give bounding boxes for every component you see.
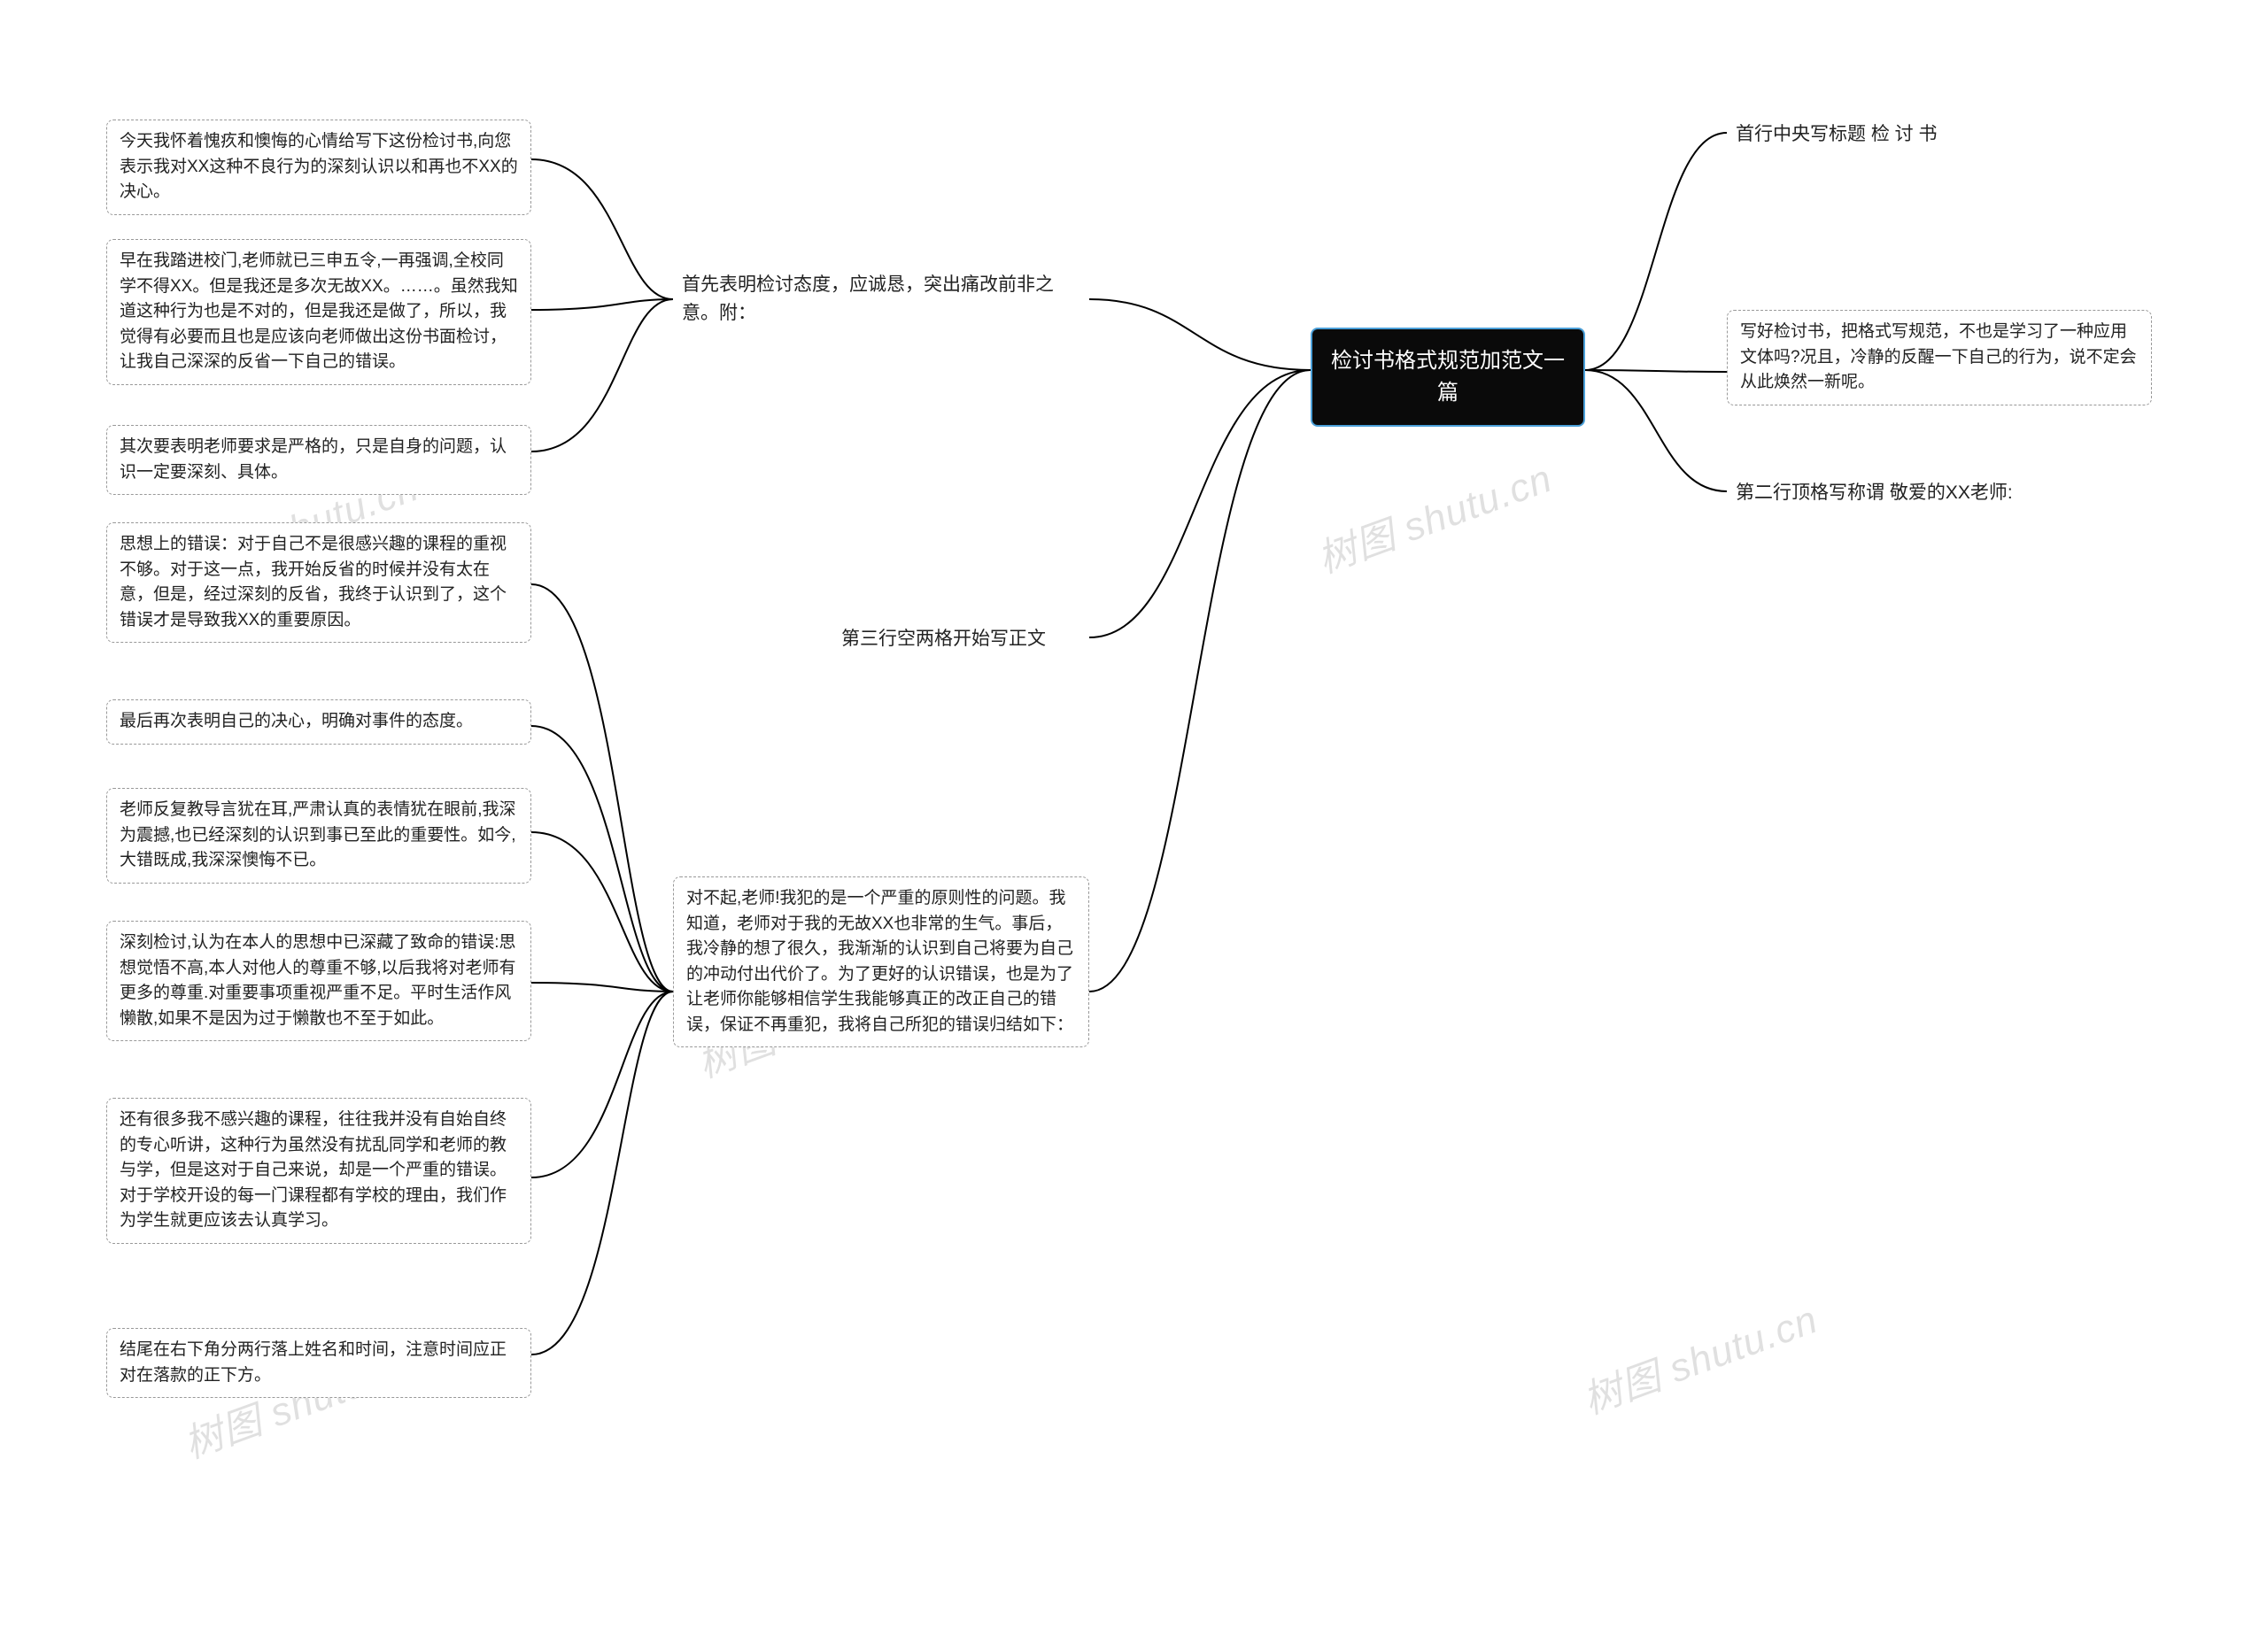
root-node[interactable]: 检讨书格式规范加范文一篇	[1311, 328, 1585, 427]
leaf-b1-c3[interactable]: 其次要表明老师要求是严格的，只是自身的问题，认识一定要深刻、具体。	[106, 425, 531, 495]
leaf-text: 其次要表明老师要求是严格的，只是自身的问题，认识一定要深刻、具体。	[120, 437, 507, 482]
watermark: 树图 shutu.cn	[1574, 1287, 1824, 1424]
branch-right-3[interactable]: 第二行顶格写称谓 敬爱的XX老师:	[1727, 474, 2099, 513]
leaf-text: 最后再次表明自己的决心，明确对事件的态度。	[120, 712, 473, 730]
leaf-text: 写好检讨书，把格式写规范，不也是学习了一种应用文体吗?况且，冷静的反醒一下自己的…	[1740, 322, 2137, 391]
leaf-text: 早在我踏进校门,老师就已三申五令,一再强调,全校同学不得XX。但是我还是多次无故…	[120, 251, 518, 371]
leaf-b1-c1[interactable]: 今天我怀着愧疚和懊悔的心情给写下这份检讨书,向您表示我对XX这种不良行为的深刻认…	[106, 120, 531, 215]
leaf-b1-c2[interactable]: 早在我踏进校门,老师就已三申五令,一再强调,全校同学不得XX。但是我还是多次无故…	[106, 239, 531, 385]
leaf-b3-c3[interactable]: 老师反复教导言犹在耳,严肃认真的表情犹在眼前,我深为震撼,也已经深刻的认识到事已…	[106, 788, 531, 884]
branch-label: 首先表明检讨态度，应诚恳，突出痛改前非之意。附：	[682, 274, 1054, 323]
leaf-b3-c1[interactable]: 思想上的错误：对于自己不是很感兴趣的课程的重视不够。对于这一点，我开始反省的时候…	[106, 522, 531, 643]
leaf-text: 老师反复教导言犹在耳,严肃认真的表情犹在眼前,我深为震撼,也已经深刻的认识到事已…	[120, 800, 516, 869]
branch-left-1[interactable]: 首先表明检讨态度，应诚恳，突出痛改前非之意。附：	[673, 266, 1089, 332]
watermark: 树图 shutu.cn	[1308, 446, 1559, 583]
branch-label: 首行中央写标题 检 讨 书	[1736, 124, 1938, 144]
leaf-b3-c5[interactable]: 还有很多我不感兴趣的课程，往往我并没有自始自终的专心听讲，这种行为虽然没有扰乱同…	[106, 1098, 531, 1244]
leaf-text: 今天我怀着愧疚和懊悔的心情给写下这份检讨书,向您表示我对XX这种不良行为的深刻认…	[120, 132, 518, 201]
root-label: 检讨书格式规范加范文一篇	[1331, 349, 1565, 405]
branch-left-3[interactable]: 对不起,老师!我犯的是一个严重的原则性的问题。我知道，老师对于我的无故XX也非常…	[673, 876, 1089, 1047]
branch-label: 第二行顶格写称谓 敬爱的XX老师:	[1736, 482, 2013, 503]
leaf-text: 深刻检讨,认为在本人的思想中已深藏了致命的错误:思想觉悟不高,本人对他人的尊重不…	[120, 933, 516, 1028]
leaf-text: 思想上的错误：对于自己不是很感兴趣的课程的重视不够。对于这一点，我开始反省的时候…	[120, 535, 507, 629]
branch-right-1[interactable]: 首行中央写标题 检 讨 书	[1727, 115, 2046, 154]
branch-label: 对不起,老师!我犯的是一个严重的原则性的问题。我知道，老师对于我的无故XX也非常…	[686, 889, 1073, 1034]
branch-left-2[interactable]: 第三行空两格开始写正文	[832, 620, 1089, 659]
branch-label: 第三行空两格开始写正文	[841, 629, 1046, 649]
leaf-text: 结尾在右下角分两行落上姓名和时间，注意时间应正对在落款的正下方。	[120, 1340, 507, 1385]
leaf-text: 还有很多我不感兴趣的课程，往往我并没有自始自终的专心听讲，这种行为虽然没有扰乱同…	[120, 1110, 507, 1230]
leaf-b3-c4[interactable]: 深刻检讨,认为在本人的思想中已深藏了致命的错误:思想觉悟不高,本人对他人的尊重不…	[106, 921, 531, 1041]
branch-right-2[interactable]: 写好检讨书，把格式写规范，不也是学习了一种应用文体吗?况且，冷静的反醒一下自己的…	[1727, 310, 2152, 405]
leaf-b3-c6[interactable]: 结尾在右下角分两行落上姓名和时间，注意时间应正对在落款的正下方。	[106, 1328, 531, 1398]
leaf-b3-c2[interactable]: 最后再次表明自己的决心，明确对事件的态度。	[106, 699, 531, 745]
